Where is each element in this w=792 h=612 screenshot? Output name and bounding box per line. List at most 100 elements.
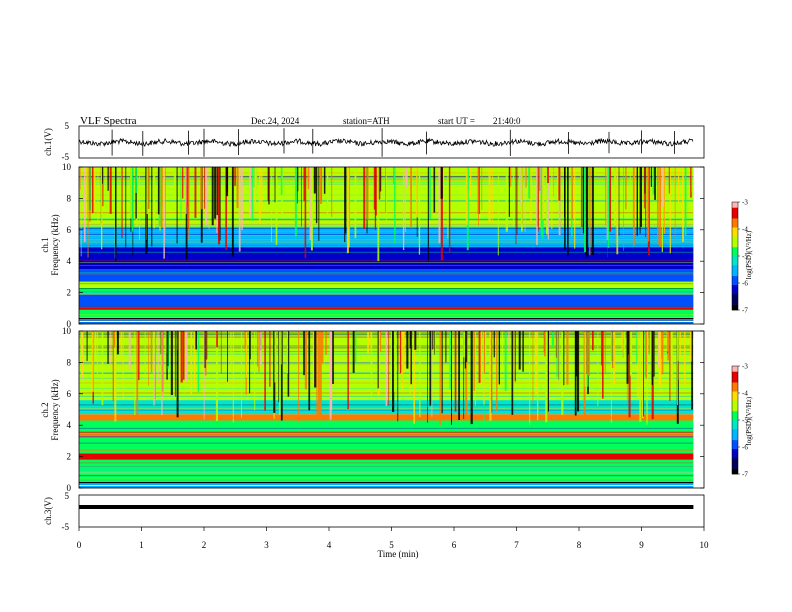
ch2-streak [280, 331, 283, 421]
ch1-streak [158, 167, 161, 226]
ch1-colorbar-cell [732, 248, 738, 251]
ch1-streak [536, 167, 538, 245]
ch1-streak [528, 167, 531, 199]
ch1-colorbar-cell [732, 254, 738, 257]
ch2-streak [273, 331, 276, 413]
ch2-streak [319, 331, 322, 416]
ch2-colorbar-cell [732, 409, 738, 412]
ch1-streak [644, 167, 646, 194]
ch3-waveform-panel: 5 -5 ch.3(V) 0 1 2 3 4 5 6 7 8 9 10 Time (min) [43, 491, 709, 559]
ch2-streak [621, 331, 623, 350]
ch2-ytick-label: 10 [62, 326, 72, 336]
ch1-streak [607, 167, 610, 248]
ch1-ytick-label: 0 [67, 319, 72, 329]
ch1-streak [318, 167, 320, 241]
ch2-colorbar-cell [732, 405, 738, 408]
ch1-streak [275, 167, 278, 246]
ch2-streak [81, 331, 83, 376]
ch2-streak [190, 331, 192, 396]
ch1-colorbar-cell [732, 279, 738, 282]
ch1-streak [510, 167, 512, 187]
ch1-streak [427, 167, 429, 261]
ch2-hline [79, 409, 694, 411]
ch2-streak [388, 331, 390, 406]
ch1-streak [647, 167, 650, 242]
ch1-streak [253, 167, 256, 187]
ch1-colorbar-cell [732, 216, 738, 219]
ch2-hline [79, 436, 694, 438]
ch2-streak [86, 331, 88, 361]
ch2-streak [445, 331, 447, 363]
x-tick-label: 4 [327, 540, 332, 550]
ch2-streak [464, 331, 467, 369]
ch1-streak [639, 167, 641, 234]
ch2-streak [406, 331, 409, 369]
ch2-streak [321, 331, 324, 364]
ch2-streak [642, 331, 644, 419]
ch2-streak [180, 331, 183, 383]
date-label: Dec.24, 2024 [251, 116, 300, 126]
ch2-streak [586, 331, 589, 387]
ch2-streak [203, 331, 205, 420]
ch1-hline [79, 251, 694, 253]
ch2-streak [466, 331, 468, 363]
ch2-streak [639, 331, 642, 422]
ch2-ytick-label: 4 [67, 420, 72, 430]
ch1-streak [416, 167, 418, 218]
ch2-streak [478, 331, 481, 383]
ch2-streak [669, 331, 671, 401]
ch1-streak [125, 167, 127, 248]
ch2-streak [670, 331, 673, 384]
ch1-streak [344, 167, 346, 243]
ch1-streak [249, 167, 252, 217]
ch2-colorbar-cell [732, 443, 738, 446]
ch1-streak [303, 167, 305, 201]
ch2-streak [604, 331, 606, 375]
ch1-hline [79, 273, 694, 275]
ch2-streak [409, 331, 411, 349]
ch2-ytick-label: 6 [67, 389, 72, 399]
ch2-streak [354, 331, 357, 364]
ch2-colorbar-cell [732, 366, 738, 369]
ch1-streak [157, 167, 160, 215]
ch1-streak [323, 167, 326, 194]
ch1-colorbar-cell [732, 238, 738, 241]
ch1-streak [393, 167, 394, 185]
ch1-streak [101, 167, 103, 250]
ch1-streak [379, 167, 382, 192]
ch2-colorbar-cell [732, 465, 738, 468]
ch2-streak [150, 331, 153, 373]
ch2-streak [597, 331, 599, 407]
ch1-streak [547, 167, 549, 184]
ch1-colorbar-cell [732, 232, 738, 235]
ch2-streak [170, 331, 173, 395]
ch2-band-4 [79, 431, 694, 438]
x-tick-label: 5 [389, 540, 394, 550]
ch2-streak [470, 331, 473, 425]
ch2-colorbar-cell [732, 407, 738, 410]
ch1-streak [346, 167, 349, 254]
ch2-streak [637, 331, 639, 397]
ch2-streak [378, 331, 380, 375]
ch2-streak [279, 331, 281, 416]
ch1-streak [274, 167, 276, 203]
ch2-colorbar-cell [732, 373, 738, 376]
ch2-hline [79, 416, 694, 417]
ch2-streak [314, 331, 317, 388]
ch1-hline [79, 242, 694, 244]
ch1-streak [691, 167, 693, 192]
ch1-streak [465, 167, 468, 225]
ch2-streak [269, 331, 271, 387]
ch1-streak [218, 167, 221, 245]
ch2-streak [220, 331, 222, 374]
ch1-colorbar-cell [732, 295, 738, 298]
ch1-streak [385, 167, 386, 213]
ch1-streak [564, 167, 566, 250]
ch2-colorbar-cell [732, 456, 738, 459]
ch2-streak [232, 331, 234, 423]
ch2-streak [148, 331, 149, 386]
ch1-hline [79, 319, 694, 321]
ch1-hline [79, 265, 694, 266]
ch1-streak [121, 167, 122, 226]
ch2-streak [91, 331, 94, 392]
